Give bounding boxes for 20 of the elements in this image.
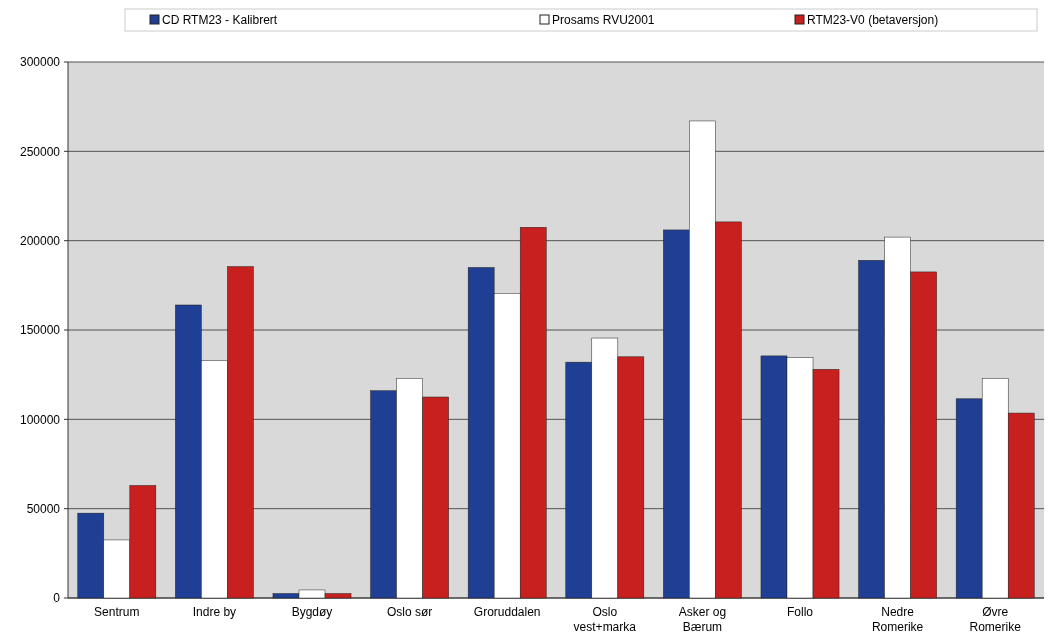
x-tick-label: Groruddalen — [473, 605, 541, 619]
y-tick-label: 100000 — [19, 412, 61, 427]
x-tick-label: Indre by — [192, 605, 237, 619]
y-tick-label: 300000 — [19, 55, 61, 70]
y-tick-label: 200000 — [19, 233, 61, 248]
x-tick-label: Follo — [786, 605, 814, 619]
y-tick-label: 150000 — [19, 323, 61, 338]
x-tick-label: Sentrum — [94, 605, 140, 619]
x-tick-label: Nedre Romerike — [871, 605, 924, 634]
y-tick-label: 0 — [53, 591, 61, 606]
legend-label: CD RTM23 - Kalibrert — [162, 13, 278, 28]
x-tick-label: Bygdøy — [291, 605, 333, 619]
legend-label: Prosams RVU2001 — [552, 13, 655, 28]
x-tick-label: Oslo sør — [386, 605, 433, 619]
x-tick-label: Asker og Bærum — [678, 605, 727, 634]
x-tick-label: Oslo vest+marka — [573, 605, 637, 634]
x-tick-label: Øvre Romerike — [969, 605, 1022, 634]
y-tick-label: 50000 — [26, 501, 61, 516]
legend-label: RTM23-V0 (betaversjon) — [807, 13, 939, 28]
y-tick-label: 250000 — [19, 144, 61, 159]
